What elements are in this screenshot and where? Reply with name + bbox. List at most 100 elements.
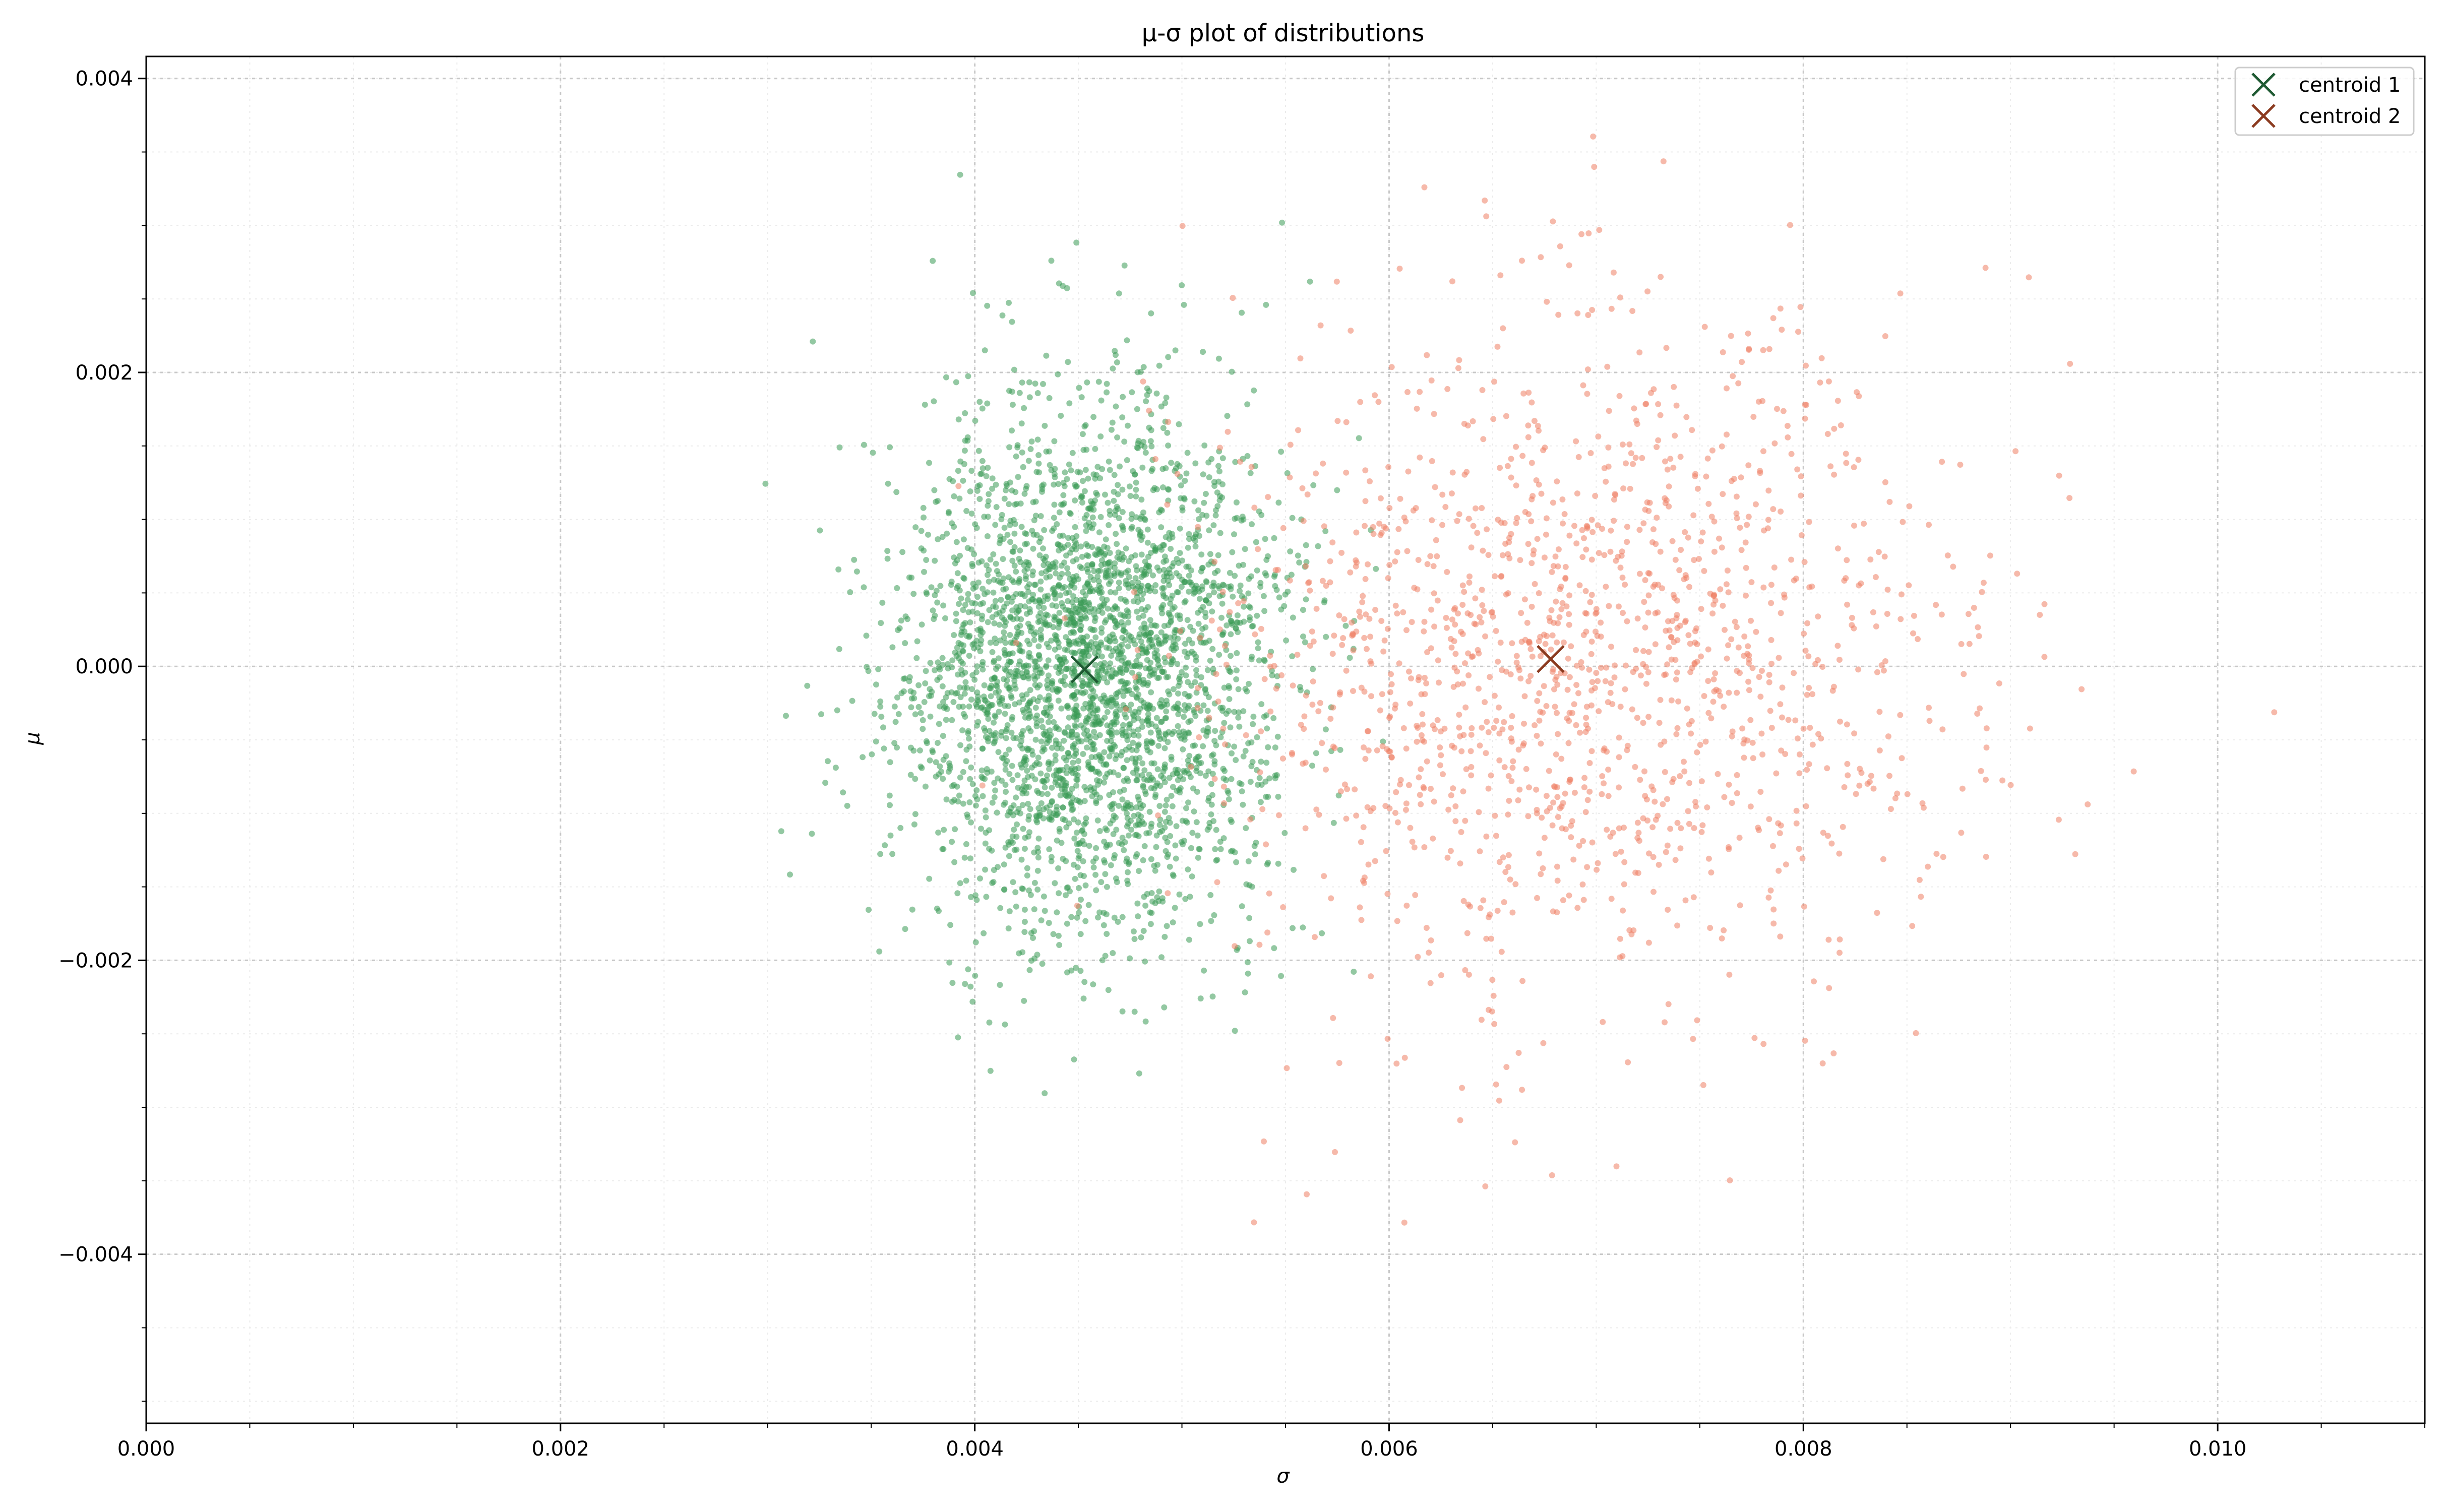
scatter-point-cluster-1	[1107, 613, 1113, 619]
scatter-point-cluster-1	[1183, 672, 1189, 679]
scatter-point-cluster-1	[1031, 676, 1038, 682]
scatter-point-cluster-2	[1601, 552, 1608, 558]
scatter-point-cluster-2	[1698, 829, 1705, 835]
scatter-point-cluster-2	[1702, 738, 1709, 745]
scatter-point-cluster-1	[844, 802, 850, 809]
scatter-point-cluster-1	[931, 487, 938, 493]
scatter-point-cluster-1	[1036, 539, 1043, 545]
scatter-point-cluster-1	[1035, 452, 1042, 458]
scatter-point-cluster-1	[1160, 484, 1166, 490]
scatter-point-cluster-1	[1159, 898, 1166, 905]
scatter-point-cluster-1	[1016, 950, 1022, 957]
scatter-point-cluster-1	[1055, 371, 1061, 377]
scatter-point-cluster-2	[1412, 892, 1419, 898]
scatter-point-cluster-1	[1061, 584, 1068, 590]
scatter-point-cluster-2	[1676, 567, 1683, 574]
scatter-point-cluster-1	[1095, 673, 1102, 680]
scatter-point-cluster-1	[911, 695, 917, 702]
scatter-point-cluster-2	[1344, 786, 1351, 792]
scatter-point-cluster-2	[1571, 701, 1577, 708]
scatter-point-cluster-2	[1251, 505, 1258, 511]
scatter-point-cluster-1	[1129, 746, 1135, 753]
scatter-point-cluster-2	[1566, 611, 1572, 617]
scatter-point-cluster-2	[1573, 438, 1579, 445]
scatter-point-cluster-1	[1060, 479, 1067, 486]
scatter-point-cluster-2	[1827, 463, 1834, 470]
scatter-point-cluster-1	[1098, 653, 1105, 660]
scatter-point-cluster-1	[1105, 987, 1112, 993]
scatter-point-cluster-1	[1099, 698, 1106, 705]
scatter-point-cluster-1	[996, 540, 1003, 546]
scatter-point-cluster-2	[1195, 685, 1201, 691]
scatter-point-cluster-2	[1559, 496, 1566, 502]
scatter-point-cluster-1	[1216, 468, 1222, 475]
scatter-point-cluster-1	[985, 572, 991, 578]
scatter-point-cluster-1	[1147, 617, 1153, 623]
scatter-point-cluster-2	[1252, 631, 1258, 638]
scatter-point-cluster-2	[2130, 768, 2137, 775]
scatter-point-cluster-1	[1208, 918, 1214, 924]
scatter-point-cluster-2	[1705, 855, 1712, 862]
scatter-point-cluster-1	[1236, 562, 1242, 569]
scatter-point-cluster-2	[1549, 822, 1556, 829]
scatter-point-cluster-1	[975, 694, 981, 700]
scatter-point-cluster-1	[931, 398, 937, 405]
scatter-point-cluster-1	[1030, 696, 1037, 703]
scatter-point-cluster-1	[1112, 852, 1118, 858]
scatter-point-cluster-2	[1739, 725, 1746, 732]
scatter-point-cluster-2	[1450, 785, 1456, 792]
scatter-point-cluster-1	[870, 450, 876, 456]
scatter-point-cluster-2	[1313, 605, 1320, 612]
scatter-point-cluster-2	[1570, 856, 1577, 863]
scatter-point-cluster-1	[896, 625, 903, 632]
legend-label: centroid 2	[2299, 105, 2401, 128]
scatter-point-cluster-2	[1644, 288, 1651, 295]
scatter-point-cluster-1	[1058, 413, 1064, 419]
scatter-point-cluster-1	[1021, 846, 1028, 852]
scatter-point-cluster-2	[1449, 616, 1455, 623]
scatter-point-cluster-2	[1415, 725, 1421, 731]
scatter-point-cluster-1	[995, 775, 1001, 782]
scatter-point-cluster-2	[1279, 755, 1286, 762]
scatter-point-cluster-2	[1451, 664, 1458, 671]
scatter-point-cluster-1	[1095, 588, 1102, 594]
scatter-point-cluster-1	[946, 760, 953, 767]
scatter-point-cluster-1	[1009, 389, 1015, 395]
scatter-point-cluster-1	[940, 699, 946, 705]
scatter-point-cluster-1	[951, 797, 957, 803]
scatter-point-cluster-2	[1462, 967, 1469, 973]
scatter-point-cluster-2	[1987, 552, 1993, 559]
scatter-point-cluster-2	[1584, 391, 1590, 397]
scatter-point-cluster-2	[1777, 933, 1784, 940]
scatter-point-cluster-2	[1356, 608, 1363, 615]
scatter-point-cluster-1	[1233, 676, 1240, 682]
scatter-point-cluster-2	[1403, 806, 1409, 813]
scatter-point-cluster-2	[1417, 792, 1423, 798]
scatter-point-cluster-2	[1493, 833, 1499, 839]
scatter-point-cluster-1	[1095, 648, 1102, 655]
scatter-point-cluster-2	[1751, 1035, 1758, 1041]
scatter-point-cluster-1	[1157, 783, 1164, 789]
scatter-point-cluster-1	[940, 602, 947, 609]
scatter-point-cluster-1	[1192, 713, 1199, 719]
scatter-point-cluster-1	[977, 875, 983, 881]
scatter-point-cluster-1	[1056, 582, 1062, 589]
scatter-point-cluster-1	[919, 621, 925, 628]
scatter-point-cluster-2	[1263, 841, 1269, 848]
scatter-point-cluster-2	[1493, 627, 1499, 634]
scatter-point-cluster-2	[1841, 784, 1848, 790]
scatter-point-cluster-1	[1117, 707, 1124, 713]
scatter-point-cluster-2	[1276, 812, 1282, 818]
scatter-point-cluster-1	[1193, 689, 1200, 696]
scatter-point-cluster-1	[1246, 915, 1253, 921]
scatter-point-cluster-1	[989, 880, 996, 886]
scatter-point-cluster-1	[953, 539, 960, 545]
scatter-point-cluster-2	[1428, 786, 1434, 792]
scatter-point-cluster-2	[1757, 789, 1764, 795]
scatter-point-cluster-2	[1692, 799, 1699, 805]
scatter-point-cluster-2	[1364, 804, 1371, 810]
scatter-point-cluster-1	[1254, 567, 1260, 574]
scatter-point-cluster-1	[809, 831, 815, 837]
scatter-point-cluster-1	[1026, 711, 1033, 717]
scatter-point-cluster-2	[1831, 471, 1838, 478]
